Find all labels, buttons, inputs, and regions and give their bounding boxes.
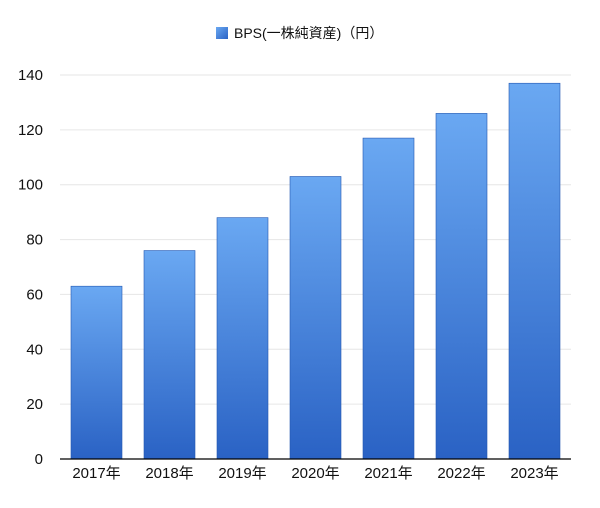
y-tick-label: 20: [26, 396, 43, 413]
y-tick-label: 120: [18, 122, 43, 139]
x-tick-label: 2018年: [145, 465, 193, 482]
x-tick-label: 2017年: [72, 465, 120, 482]
legend-label: BPS(一株純資産)（円）: [234, 25, 383, 41]
bar[interactable]: [143, 250, 196, 460]
bar[interactable]: [435, 113, 488, 460]
x-tick-label: 2019年: [218, 465, 266, 482]
y-tick-label: 0: [35, 451, 43, 468]
x-axis-tick-labels: 2017年 2018年 2019年 2020年 2021年 2022年 2023年: [72, 465, 558, 482]
legend[interactable]: BPS(一株純資産)（円）: [216, 25, 383, 41]
y-tick-label: 40: [26, 341, 43, 358]
x-tick-label: 2020年: [291, 465, 339, 482]
bar[interactable]: [508, 82, 561, 460]
bar[interactable]: [70, 285, 123, 460]
y-tick-label: 60: [26, 286, 43, 303]
x-tick-label: 2023年: [510, 465, 558, 482]
bar[interactable]: [362, 137, 415, 460]
bars: [70, 82, 561, 460]
legend-swatch: [216, 27, 228, 39]
y-tick-label: 100: [18, 177, 43, 194]
bar[interactable]: [216, 217, 269, 460]
y-axis-tick-labels: 0 20 40 60 80 100 120 140: [18, 67, 43, 468]
y-tick-label: 140: [18, 67, 43, 84]
x-tick-label: 2022年: [437, 465, 485, 482]
bar[interactable]: [289, 176, 342, 460]
y-tick-label: 80: [26, 232, 43, 249]
x-tick-label: 2021年: [364, 465, 412, 482]
